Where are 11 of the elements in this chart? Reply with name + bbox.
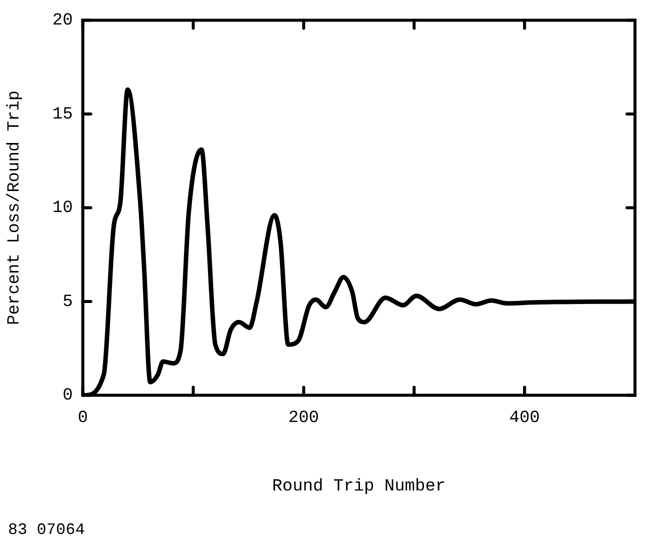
x-tick-label: 200 <box>288 408 319 428</box>
x-axis-title: Round Trip Number <box>272 477 446 496</box>
y-tick-label: 5 <box>62 292 73 312</box>
x-tick-label: 0 <box>78 408 88 428</box>
y-axis-title: Percent Loss/Round Trip <box>6 90 25 326</box>
y-tick-label: 0 <box>62 386 73 406</box>
text: 83 07064 <box>8 521 85 539</box>
y-tick-label: 15 <box>52 105 73 124</box>
y-tick-label: 10 <box>52 199 73 218</box>
y-tick-label: 20 <box>52 12 73 31</box>
x-tick-label: 400 <box>509 408 540 428</box>
